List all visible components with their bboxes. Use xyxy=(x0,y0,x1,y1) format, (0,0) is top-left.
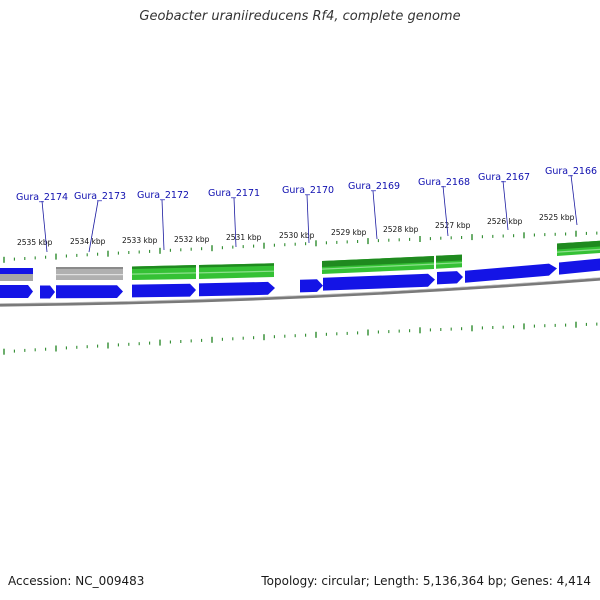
gene-arrow-gura-2169 xyxy=(323,273,435,291)
gene-block-gura-2168 xyxy=(436,254,462,269)
kbp-labels: 2535 kbp 2534 kbp 2533 kbp 2532 kbp 2531… xyxy=(17,213,575,247)
kbp-label: 2535 kbp xyxy=(17,238,53,247)
leader-line xyxy=(442,185,449,237)
kbp-label: 2533 kbp xyxy=(122,236,158,245)
gene-label: Gura_2169 xyxy=(348,181,400,192)
genome-summary: Topology: circular; Length: 5,136,364 bp… xyxy=(261,574,591,588)
gene-arrow-gura-2172 xyxy=(132,283,196,298)
leader-line xyxy=(88,200,99,253)
leader-line xyxy=(372,190,378,240)
genome-backbone-highlight xyxy=(0,277,600,304)
gene-arrow-left-edge xyxy=(0,285,33,298)
kbp-label: 2532 kbp xyxy=(174,235,210,244)
gene-labels: Gura_2174 Gura_2173 Gura_2172 Gura_2171 … xyxy=(16,166,597,203)
gene-arrow-gura-2171 xyxy=(199,281,275,297)
gene-block-gura-2171 xyxy=(199,263,274,279)
gene-block-gura-2172 xyxy=(132,265,196,280)
outer-tick-track xyxy=(3,230,598,263)
gene-label: Gura_2171 xyxy=(208,188,260,199)
kbp-label: 2529 kbp xyxy=(331,228,367,237)
gene-block-gura-2166 xyxy=(557,240,600,256)
leader-line xyxy=(41,200,48,253)
kbp-label: 2527 kbp xyxy=(435,221,471,230)
kbp-label: 2526 kbp xyxy=(487,217,523,226)
gene-label: Gura_2170 xyxy=(282,185,334,196)
kbp-label: 2531 kbp xyxy=(226,233,262,242)
kbp-label: 2528 kbp xyxy=(383,225,419,234)
gene-arrow-gura-2166 xyxy=(559,258,600,275)
kbp-label: 2534 kbp xyxy=(70,237,106,246)
gene-label-leaders xyxy=(41,174,578,253)
leader-line xyxy=(161,199,165,251)
gene-arrow-gura-2167 xyxy=(465,263,557,283)
gene-label: Gura_2173 xyxy=(74,191,126,202)
gene-label: Gura_2166 xyxy=(545,166,597,177)
map-title: Geobacter uraniireducens Rf4, complete g… xyxy=(139,9,461,24)
accession-label: Accession: NC_009483 xyxy=(8,574,145,588)
gene-arrow-gura-2168 xyxy=(437,271,463,285)
gene-block-gura-2173 xyxy=(56,267,123,280)
gene-label: Gura_2174 xyxy=(16,192,68,203)
leader-line xyxy=(306,194,310,244)
leader-line xyxy=(233,197,237,248)
gene-label: Gura_2172 xyxy=(137,190,189,201)
kbp-label: 2525 kbp xyxy=(539,213,575,222)
kbp-label: 2530 kbp xyxy=(279,231,315,240)
gene-block-gray-left xyxy=(0,268,33,281)
genome-backbone xyxy=(0,277,600,307)
leader-line xyxy=(570,174,578,226)
reverse-strand-genes xyxy=(0,240,600,281)
forward-strand-genes xyxy=(0,258,600,299)
gene-label: Gura_2167 xyxy=(478,172,530,183)
gene-block-gura-2169 xyxy=(322,256,434,274)
gene-arrow-gura-2173 xyxy=(56,285,123,299)
gene-arrow-gura-2170 xyxy=(300,279,323,293)
gene-label: Gura_2168 xyxy=(418,177,470,188)
leader-line xyxy=(502,180,509,231)
inner-tick-track xyxy=(3,321,598,355)
gene-arrow-gura-2174 xyxy=(40,285,55,299)
